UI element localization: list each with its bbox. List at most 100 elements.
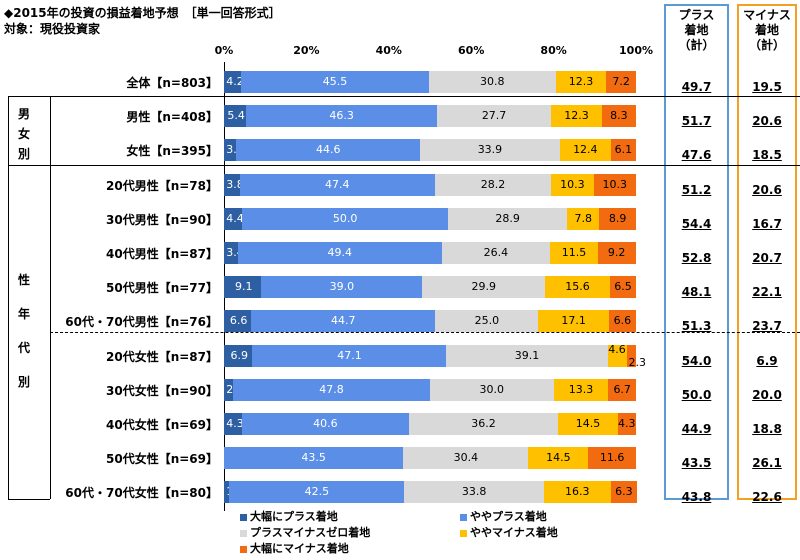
bar-segment <box>597 242 636 264</box>
bar-value-label: 10.3 <box>560 177 585 191</box>
minus-total-value: 18.5 <box>752 148 782 163</box>
bar-value-label: 45.5 <box>322 75 348 88</box>
bar-segment <box>224 71 242 93</box>
bar-segment <box>238 242 442 264</box>
category-label: 30代女性【n=90】 <box>106 383 218 398</box>
bar-segment <box>441 242 551 264</box>
legend-swatch <box>460 513 467 521</box>
bar-segment <box>607 344 627 367</box>
bar-segment <box>538 310 609 333</box>
bar-segment <box>224 344 253 367</box>
bar-value-label: 9.1 <box>234 280 253 294</box>
bar-segment <box>626 344 636 367</box>
legend-item: 大幅にプラス着地 <box>240 508 338 524</box>
bar-value-label: 4.3 <box>226 417 244 430</box>
bar-value-label: 29.9 <box>471 280 497 294</box>
bar-value-label: 33.9 <box>477 143 503 157</box>
x-tick-label: 80% <box>540 44 567 57</box>
bar-segment <box>261 276 423 299</box>
bar-value-label: 7.8 <box>574 211 593 225</box>
bar-segment <box>236 139 421 162</box>
minus-total-value: 16.7 <box>752 216 782 231</box>
bar-value-label: 30.8 <box>479 75 505 88</box>
bar-value-label: 9.2 <box>607 246 626 259</box>
bar-segment <box>224 173 240 196</box>
minus-total-header: マイナス 着地 （計） <box>743 8 791 52</box>
group-bracket-line <box>8 165 9 499</box>
bar-segment <box>403 447 529 470</box>
dashed-separator-line <box>50 332 800 333</box>
bar-segment <box>241 413 409 435</box>
plus-total-value: 50.0 <box>681 387 712 402</box>
bar-segment <box>252 344 447 367</box>
bar-segment <box>446 344 608 367</box>
bar-value-label: 43.5 <box>301 451 326 465</box>
bar-segment <box>224 378 234 401</box>
bar-value-label: 5.4 <box>227 109 245 123</box>
bar-segment <box>229 481 405 504</box>
bar-segment <box>551 105 602 128</box>
bar-segment <box>430 378 554 401</box>
category-label: 男性【n=408】 <box>126 110 218 125</box>
bar-segment <box>448 207 568 230</box>
plus-total-value: 54.0 <box>681 353 712 368</box>
category-label: 50代女性【n=69】 <box>106 452 218 467</box>
bar-segment <box>224 207 243 230</box>
bar-segment <box>224 481 230 504</box>
bar-value-label: 12.3 <box>568 75 594 88</box>
bar-segment <box>224 447 404 470</box>
bar-segment <box>251 310 436 333</box>
legend-swatch <box>240 529 247 537</box>
legend-item: ややマイナス着地 <box>460 524 558 540</box>
minus-total-value: 19.5 <box>752 80 782 94</box>
bar-segment <box>242 207 449 230</box>
bar-value-label: 39.1 <box>514 348 540 362</box>
bar-segment <box>241 71 429 93</box>
legend-item: 大幅にマイナス着地 <box>240 540 349 556</box>
bar-value-label: 17.1 <box>561 314 586 328</box>
bar-value-label: 49.4 <box>327 246 353 259</box>
group-label-gender: 男 女 別 <box>17 107 30 161</box>
bar-value-label: 4.3 <box>617 417 636 430</box>
minus-total-value: 26.1 <box>752 456 782 471</box>
bar-segment <box>608 378 636 401</box>
bar-segment <box>606 71 636 93</box>
bar-value-label: 44.6 <box>315 143 341 157</box>
separator-line <box>8 96 800 97</box>
bar-value-label: 7.2 <box>612 75 630 88</box>
category-label: 40代男性【n=87】 <box>106 247 218 261</box>
bar-segment <box>545 276 610 299</box>
bar-segment <box>567 207 600 230</box>
bar-value-label: 6.3 <box>615 485 633 499</box>
bar-value-label: 15.6 <box>565 280 590 294</box>
plus-total-header: プラス 着地 （計） <box>678 8 715 52</box>
bar-segment <box>528 447 589 470</box>
bar-value-label: 33.8 <box>461 485 487 499</box>
category-label: 50代男性【n=77】 <box>106 281 218 296</box>
minus-total-column-box <box>737 4 797 500</box>
bar-value-label: 27.7 <box>481 109 507 123</box>
minus-total-value: 22.1 <box>752 285 782 300</box>
bar-value-label: 12.3 <box>564 109 589 123</box>
bar-segment <box>428 71 556 93</box>
bar-segment <box>224 139 237 162</box>
bar-value-label: 30.0 <box>479 382 505 396</box>
bar-segment <box>434 173 552 196</box>
separator-line <box>8 165 800 166</box>
legend-label: 大幅にマイナス着地 <box>250 542 349 555</box>
category-label: 20代男性【n=78】 <box>106 178 218 193</box>
category-label: 40代女性【n=69】 <box>106 418 218 432</box>
plus-total-column-box <box>664 4 729 500</box>
bar-segment <box>422 276 546 299</box>
category-label: 60代・70代女性【n=80】 <box>65 486 218 501</box>
bar-value-label: 14.5 <box>546 451 571 465</box>
chart-title: ◆2015年の投資の損益着地予想 ［単一回答形式］ <box>4 6 281 20</box>
plus-total-value: 49.7 <box>681 80 712 94</box>
plus-total-value: 54.4 <box>681 216 712 231</box>
plus-total-value: 51.7 <box>681 114 712 129</box>
bar-segment <box>420 139 560 162</box>
plus-total-value: 44.9 <box>681 422 712 436</box>
bar-value-label: 47.8 <box>319 382 344 396</box>
plus-total-value: 48.1 <box>681 285 712 300</box>
bar-segment <box>239 173 435 196</box>
